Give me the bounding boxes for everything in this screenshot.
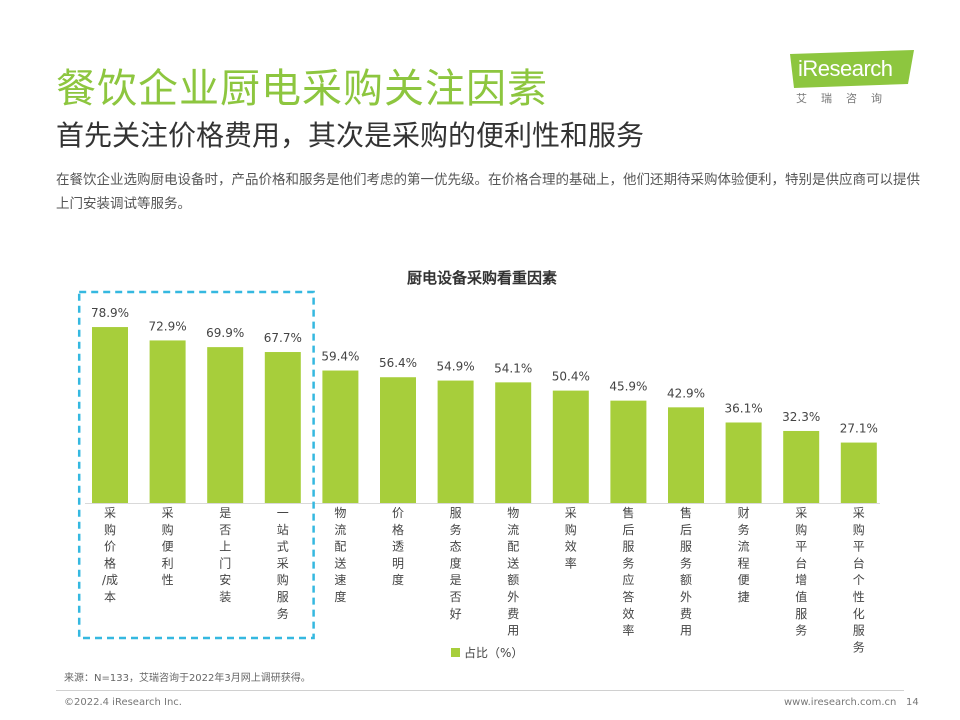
bar — [495, 382, 532, 503]
category-label: 是否上门安装 — [219, 506, 231, 604]
data-label: 78.9% — [91, 306, 129, 320]
bar — [92, 327, 128, 503]
category-label: 采购平台增值服务 — [795, 506, 807, 638]
category-label: 采购效率 — [565, 506, 577, 570]
bar — [437, 380, 474, 503]
category-label: 售后服务应答效率 — [622, 505, 634, 638]
data-label: 72.9% — [149, 319, 187, 333]
bar — [552, 390, 589, 503]
bar — [322, 370, 359, 503]
data-label: 67.7% — [264, 331, 302, 345]
data-label: 54.9% — [437, 360, 475, 374]
chart-title: 厨电设备采购看重因素 — [407, 269, 557, 287]
bar — [840, 442, 877, 503]
page-number: 14 — [906, 697, 919, 708]
data-label: 27.1% — [840, 422, 878, 436]
page-subtitle: 首先关注价格费用，其次是采购的便利性和服务 — [56, 119, 645, 152]
data-label: 56.4% — [379, 356, 417, 370]
category-label: 一站式采购服务 — [277, 506, 289, 621]
category-label: 售后服务额外费用 — [680, 505, 692, 638]
category-label: 物流配送速度 — [334, 506, 346, 604]
category-label: 采购便利性 — [162, 506, 174, 587]
bar — [610, 400, 647, 503]
iresearch-logo[interactable]: iResearch 艾瑞咨询 — [790, 50, 920, 110]
data-label: 32.3% — [782, 410, 820, 424]
category-label: 采购价格/成本 — [102, 506, 118, 604]
bar — [380, 377, 416, 503]
data-label: 59.4% — [321, 350, 359, 364]
logo-wordmark: iResearch — [798, 56, 893, 81]
bar — [207, 347, 244, 503]
category-label: 财务流程便捷 — [738, 506, 750, 604]
website-link[interactable]: www.iresearch.com.cn — [784, 697, 897, 708]
logo-tagline: 艾瑞咨询 — [796, 92, 896, 105]
bar — [725, 422, 762, 503]
page-title: 餐饮企业厨电采购关注因素 — [56, 66, 548, 112]
bar — [149, 340, 186, 503]
logo-badge-shape — [790, 50, 914, 88]
highlight-box — [77, 290, 315, 640]
data-label: 45.9% — [609, 380, 647, 394]
copyright: ©2022.4 iResearch Inc. — [64, 697, 182, 708]
data-label: 54.1% — [494, 361, 532, 375]
data-label: 50.4% — [552, 370, 590, 384]
category-label: 服务态度是否好 — [450, 506, 462, 621]
source-note: 来源：N=133，艾瑞咨询于2022年3月网上调研获得。 — [64, 673, 311, 684]
data-label: 69.9% — [206, 326, 244, 340]
data-label: 42.9% — [667, 386, 705, 400]
category-label: 采购平台个性化服务 — [853, 506, 865, 654]
page-description: 在餐饮企业选购厨电设备时，产品价格和服务是他们考虑的第一优先级。在价格合理的基础… — [56, 172, 920, 212]
bar — [783, 430, 820, 503]
footer-divider — [56, 690, 904, 691]
legend-swatch — [451, 648, 460, 657]
category-label: 价格透明度 — [392, 506, 404, 587]
bar — [264, 352, 301, 503]
data-label: 36.1% — [725, 401, 763, 415]
bar — [668, 407, 704, 503]
legend-label: 占比（%） — [464, 645, 523, 660]
category-label: 物流配送额外费用 — [507, 506, 519, 638]
